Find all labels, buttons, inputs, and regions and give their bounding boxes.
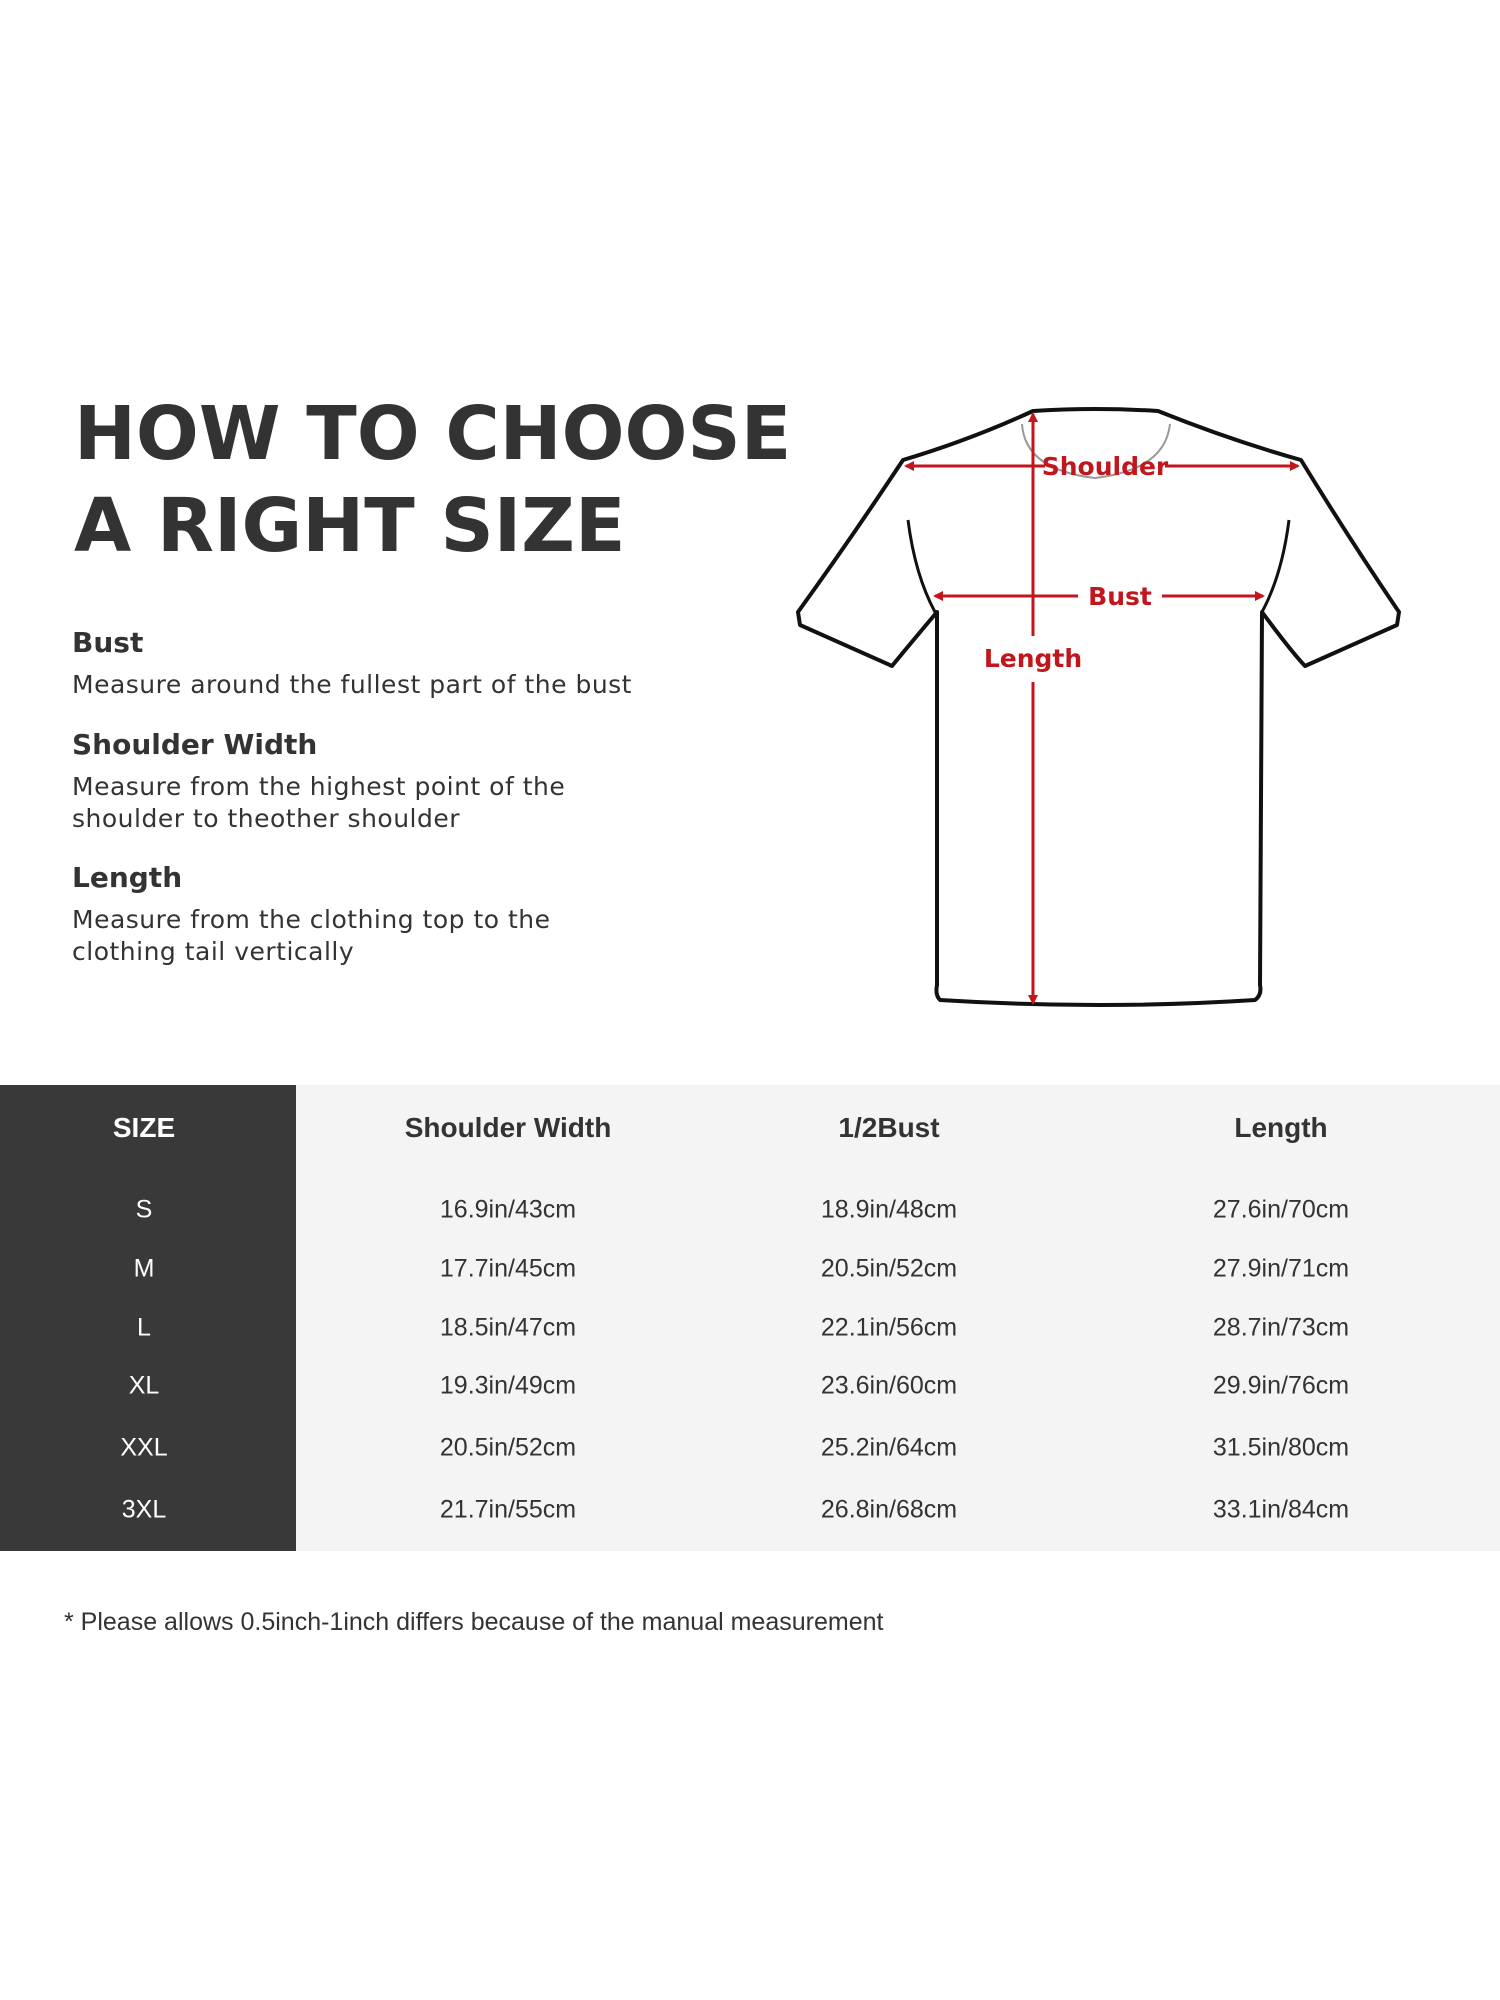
- size-column: [0, 1085, 296, 1551]
- table-cell: 19.3in/49cm: [439, 1371, 577, 1400]
- size-label: XL: [128, 1371, 160, 1400]
- table-cell: 18.5in/47cm: [439, 1313, 577, 1342]
- table-cell: 33.1in/84cm: [1212, 1495, 1350, 1524]
- table-cell: 18.9in/48cm: [820, 1195, 958, 1224]
- guide-desc-length-1: Measure from the clothing top to the: [72, 905, 551, 934]
- shoulder-label: Shoulder: [1042, 452, 1169, 481]
- size-label: XXL: [120, 1433, 168, 1462]
- table-cell: 29.9in/76cm: [1212, 1371, 1350, 1400]
- page-title: HOW TO CHOOSE A RIGHT SIZE: [74, 391, 792, 569]
- tshirt-diagram: Shoulder Bust Length: [796, 407, 1401, 1007]
- guide-heading-length: Length: [72, 861, 183, 894]
- table-cell: 20.5in/52cm: [820, 1254, 958, 1283]
- column-header: Length: [1234, 1112, 1328, 1143]
- table-cell: 31.5in/80cm: [1212, 1433, 1350, 1462]
- table-cell: 25.2in/64cm: [820, 1433, 958, 1462]
- size-table: SIZE Shoulder Width 1/2Bust Length S 16.9in/4…: [0, 1085, 1500, 1551]
- table-cell: 16.9in/43cm: [439, 1195, 577, 1224]
- table-cell: 27.6in/70cm: [1212, 1195, 1350, 1224]
- table-cell: 28.7in/73cm: [1212, 1313, 1350, 1342]
- bust-label: Bust: [1088, 582, 1152, 611]
- measurement-arrows: [904, 412, 1300, 1005]
- column-header: Shoulder Width: [404, 1112, 612, 1143]
- table-cell: 23.6in/60cm: [820, 1371, 958, 1400]
- guide-desc-length-2: clothing tail vertically: [72, 937, 355, 966]
- tshirt-outline: [796, 407, 1401, 1007]
- guide-heading-bust: Bust: [72, 626, 144, 659]
- size-label: 3XL: [121, 1495, 167, 1524]
- table-cell: 22.1in/56cm: [820, 1313, 958, 1342]
- table-cell: 21.7in/55cm: [439, 1495, 577, 1524]
- size-label: L: [137, 1313, 151, 1342]
- guide-desc-shoulder-2: shoulder to theother shoulder: [72, 804, 461, 833]
- guide-desc-bust: Measure around the fullest part of the b…: [72, 670, 632, 699]
- guide-desc-shoulder-1: Measure from the highest point of the: [72, 772, 566, 801]
- size-label: S: [135, 1195, 153, 1224]
- length-label: Length: [984, 644, 1082, 673]
- size-label: M: [133, 1254, 155, 1283]
- table-cell: 27.9in/71cm: [1212, 1254, 1350, 1283]
- table-cell: 20.5in/52cm: [439, 1433, 577, 1462]
- column-header: SIZE: [112, 1112, 176, 1143]
- table-cell: 17.7in/45cm: [439, 1254, 577, 1283]
- column-header: 1/2Bust: [838, 1112, 940, 1143]
- guide-heading-shoulder: Shoulder Width: [72, 728, 318, 761]
- footnote: * Please allows 0.5inch-1inch differs be…: [64, 1608, 884, 1636]
- table-cell: 26.8in/68cm: [820, 1495, 958, 1524]
